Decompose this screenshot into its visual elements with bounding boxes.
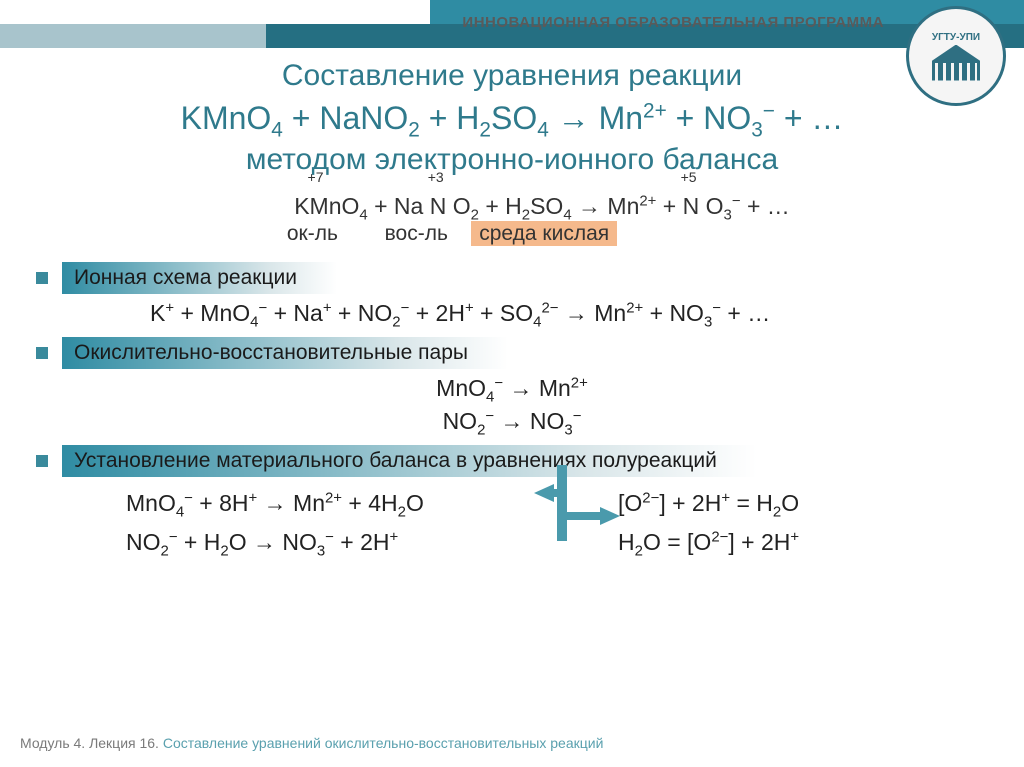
bullet-icon [36,347,48,359]
redox-pair-1: MnO4− → Mn2+ [30,375,994,402]
double-arrow-icon [536,483,588,525]
title-equation: KMnO4 + NaNO2 + H2SO4 → Mn2+ + NO3− + … [181,100,844,136]
redox-pair-2: NO2− → NO3− [30,408,994,435]
medium-label: среда кислая [471,221,617,246]
half-reaction-row-1: MnO4− + 8H+ → Mn2+ + 4H2O [O2−] + 2H+ = … [30,483,994,525]
oxidation-state-equation: KM+7nO4 + Na N+3 O2 + H2SO4 → Mn2+ + N+5… [30,193,994,220]
logo-building-icon [926,45,986,81]
section-ionic-scheme: Ионная схема реакции [36,262,994,294]
oxidation-role-labels: ок-ль вос-ль среда кислая [30,222,994,246]
slide-title: Составление уравнения реакции KMnO4 + Na… [30,56,994,181]
slide-footer: Модуль 4. Лекция 16. Составление уравнен… [20,735,603,751]
section-label-1: Ионная схема реакции [62,262,337,294]
title-line1: Составление уравнения реакции [282,59,742,92]
balance-eq-2: H2O = [O2−] + 2H+ [618,529,898,556]
section-redox-pairs: Окислительно-восстановительные пары [36,337,994,369]
oxidizer-label: ок-ль [287,222,338,245]
bullet-icon [36,455,48,467]
program-label: ИННОВАЦИОННАЯ ОБРАЗОВАТЕЛЬНАЯ ПРОГРАММА [462,14,884,31]
university-logo: УГТУ-УПИ [906,6,1006,106]
section-label-3: Установление материального баланса в ура… [62,445,757,477]
footer-module: Модуль 4. Лекция 16. [20,735,163,751]
section-label-2: Окислительно-восстановительные пары [62,337,508,369]
half-reaction-1: MnO4− + 8H+ → Mn2+ + 4H2O [126,490,506,517]
reducer-label: вос-ль [385,222,448,245]
bullet-icon [36,272,48,284]
slide-content: Составление уравнения реакции KMnO4 + Na… [0,48,1024,556]
ionic-equation: K+ + MnO4− + Na+ + NO2− + 2H+ + SO42− → … [150,300,994,327]
logo-text: УГТУ-УПИ [932,32,980,43]
balance-eq-1: [O2−] + 2H+ = H2O [618,490,898,517]
section-material-balance: Установление материального баланса в ура… [36,445,994,477]
footer-topic: Составление уравнений окислительно-восст… [163,735,604,751]
title-line3: методом электронно-ионного баланса [246,143,778,176]
half-reaction-row-2: NO2− + H2O → NO3− + 2H+ H2O = [O2−] + 2H… [30,529,994,556]
half-reaction-2: NO2− + H2O → NO3− + 2H+ [126,529,506,556]
